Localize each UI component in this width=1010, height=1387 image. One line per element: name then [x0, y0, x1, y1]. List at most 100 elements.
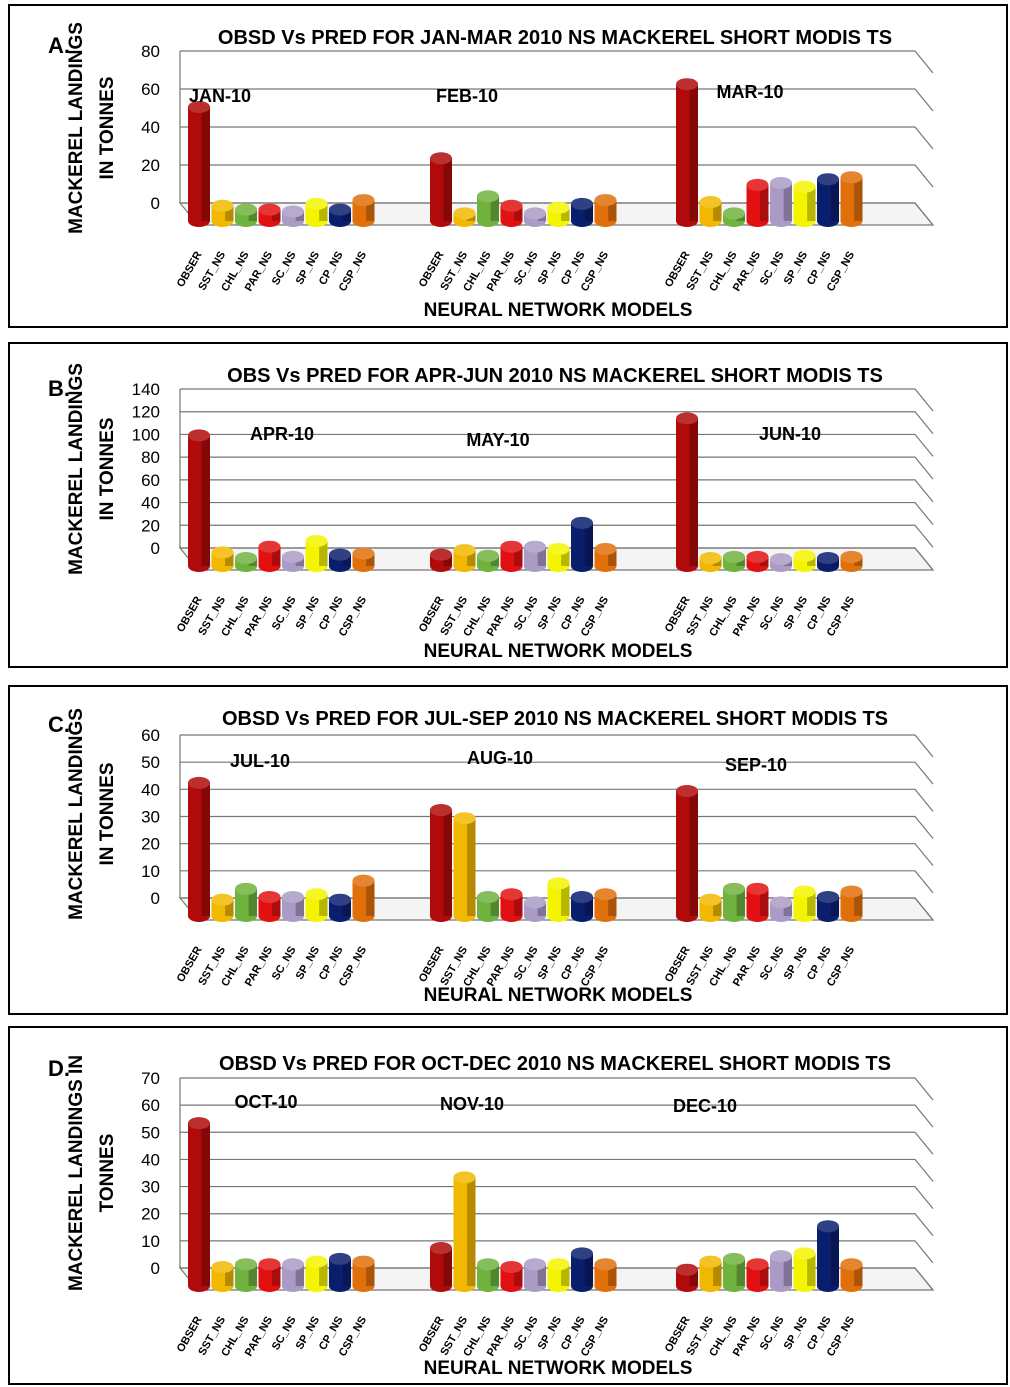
bar-obser — [188, 776, 210, 922]
bar-chl-ns — [723, 1252, 745, 1292]
gridline — [180, 788, 934, 812]
y-tick-label: 40 — [141, 1150, 160, 1169]
chart-svg: C. OBSD Vs PRED FOR JUL-SEP 2010 NS MACKE… — [48, 708, 935, 1006]
bar-sp-ns — [305, 888, 328, 922]
bar-sp-ns — [305, 197, 328, 228]
bar-cp-ns — [571, 1247, 593, 1292]
bar-sst-ns — [453, 207, 476, 228]
bar-cp-ns — [817, 552, 839, 572]
bar-sp-ns — [793, 885, 816, 922]
bar-par-ns — [746, 1258, 769, 1292]
bar-sst-ns — [453, 544, 476, 572]
bar-sc-ns — [770, 896, 792, 922]
bar-csp-ns — [840, 171, 863, 228]
y-tick-label: 40 — [141, 780, 160, 799]
gridline — [180, 815, 934, 839]
group-label: JUL-10 — [230, 751, 290, 771]
bar-cp-ns — [329, 203, 351, 227]
x-axis-label: NEURAL NETWORK MODELS — [424, 300, 693, 321]
group-label: JAN-10 — [189, 86, 251, 106]
y-tick-label: 0 — [151, 1259, 160, 1278]
y-tick-label: 0 — [151, 194, 160, 213]
bar-par-ns — [500, 888, 523, 922]
bar-sst-ns — [211, 199, 234, 228]
bar-chl-ns — [477, 1258, 499, 1292]
bar-obser — [676, 785, 698, 922]
bar-sst-ns — [699, 196, 722, 228]
gridline — [180, 761, 934, 785]
bar-sp-ns — [547, 542, 570, 572]
bar-csp-ns — [352, 194, 375, 228]
bar-sp-ns — [793, 180, 816, 228]
chart-title: OBSD Vs PRED FOR JAN-MAR 2010 NS MACKERE… — [218, 27, 892, 49]
gridline — [180, 411, 934, 435]
bar-cp-ns — [571, 516, 593, 572]
y-tick-label: 50 — [141, 753, 160, 772]
chart-svg: A. OBSD Vs PRED FOR JAN-MAR 2010 NS MACKE… — [48, 22, 935, 321]
y-axis-label: MACKEREL LANDINGS — [66, 708, 87, 920]
bar-chl-ns — [235, 882, 257, 922]
bar-cp-ns — [817, 890, 839, 922]
bar-sp-ns — [305, 535, 328, 572]
bar-csp-ns — [352, 547, 375, 572]
gridline — [180, 1267, 934, 1291]
bar-cp-ns — [571, 197, 593, 227]
bar-sst-ns — [211, 1261, 234, 1292]
bar-cp-ns — [329, 548, 351, 572]
bar-sp-ns — [547, 1258, 570, 1292]
gridline — [180, 897, 934, 921]
gridline — [180, 1240, 934, 1264]
bar-obser — [676, 78, 698, 227]
bar-chl-ns — [723, 207, 745, 227]
x-axis-label: NEURAL NETWORK MODELS — [424, 1358, 693, 1379]
bar-sst-ns — [453, 812, 476, 922]
bar-csp-ns — [594, 1258, 617, 1292]
panel-label: B. — [48, 376, 70, 401]
bar-chl-ns — [477, 890, 499, 922]
group-label: NOV-10 — [440, 1094, 504, 1114]
y-tick-label: 80 — [141, 448, 160, 467]
bar-obser — [188, 101, 210, 227]
y-tick-label: 60 — [141, 80, 160, 99]
y-axis-label: MACKEREL LANDINGS — [66, 363, 87, 575]
bar-cp-ns — [817, 173, 839, 227]
y-axis-label: IN TONNES — [97, 762, 118, 865]
y-tick-label: 10 — [141, 862, 160, 881]
bar-par-ns — [258, 540, 281, 572]
y-tick-label: 20 — [141, 516, 160, 535]
chart-panel-c: C. OBSD Vs PRED FOR JUL-SEP 2010 NS MACKE… — [8, 685, 1008, 1015]
bar-par-ns — [746, 550, 769, 572]
y-tick-label: 60 — [141, 471, 160, 490]
bar-par-ns — [500, 199, 523, 228]
bar-csp-ns — [352, 1255, 375, 1292]
bar-sp-ns — [305, 1255, 328, 1292]
gridline — [180, 1158, 934, 1182]
bar-par-ns — [746, 882, 769, 922]
bar-cp-ns — [571, 890, 593, 922]
bar-csp-ns — [840, 550, 863, 572]
y-tick-label: 40 — [141, 494, 160, 513]
y-tick-label: 140 — [132, 380, 160, 399]
bar-obser — [430, 152, 452, 227]
panel-label: A. — [48, 33, 70, 58]
bar-sc-ns — [282, 550, 304, 572]
bar-sc-ns — [524, 1258, 546, 1292]
group-label: FEB-10 — [436, 86, 498, 106]
y-axis-label: IN TONNES — [97, 417, 118, 520]
y-tick-label: 20 — [141, 156, 160, 175]
chart-title: OBS Vs PRED FOR APR-JUN 2010 NS MACKEREL… — [227, 365, 883, 387]
y-tick-label: 60 — [141, 726, 160, 745]
chart-panel-a: A. OBSD Vs PRED FOR JAN-MAR 2010 NS MACKE… — [8, 4, 1008, 328]
bar-sc-ns — [770, 553, 792, 572]
group-label: MAR-10 — [716, 82, 783, 102]
y-tick-label: 80 — [141, 42, 160, 61]
y-tick-label: 30 — [141, 1178, 160, 1197]
bar-cp-ns — [329, 893, 351, 922]
bar-csp-ns — [840, 1258, 863, 1292]
gridline — [180, 1104, 934, 1128]
bar-sc-ns — [524, 896, 546, 922]
bar-chl-ns — [235, 552, 257, 572]
y-tick-label: 10 — [141, 1232, 160, 1251]
gridline — [180, 202, 934, 226]
gridline — [180, 50, 934, 74]
